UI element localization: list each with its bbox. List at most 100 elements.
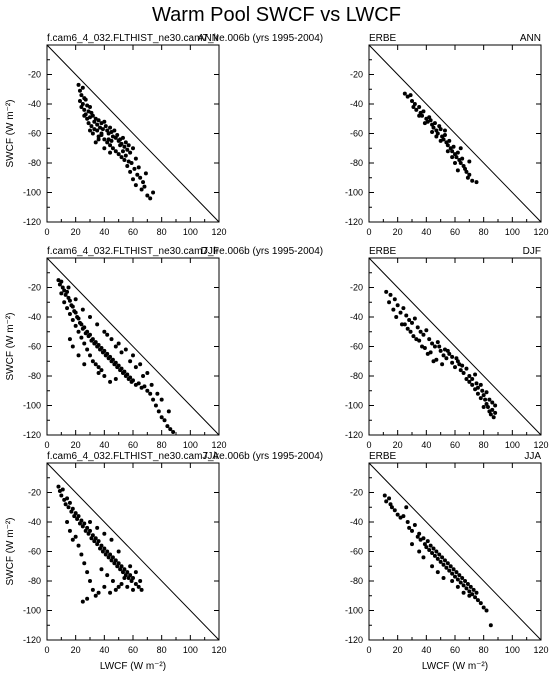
data-point <box>123 153 128 158</box>
reference-line <box>46 462 220 641</box>
data-point <box>162 418 167 423</box>
data-point <box>384 289 389 294</box>
data-point <box>464 376 469 381</box>
data-point <box>421 536 426 541</box>
data-point <box>488 412 493 417</box>
data-point <box>401 514 406 519</box>
y-tick-label: -20 <box>28 488 41 498</box>
data-point <box>392 508 397 513</box>
data-point <box>131 378 135 383</box>
data-point <box>421 555 426 560</box>
data-point <box>133 581 138 586</box>
data-point <box>460 156 465 161</box>
data-point <box>430 130 435 135</box>
data-point <box>116 152 121 157</box>
data-point <box>424 328 429 333</box>
data-point <box>118 143 123 148</box>
panel-label-right: ANN <box>198 33 219 44</box>
data-point <box>76 514 81 519</box>
data-point <box>483 397 488 402</box>
data-point <box>88 332 92 337</box>
data-point <box>79 104 84 109</box>
data-point <box>113 344 118 349</box>
data-point <box>116 341 121 346</box>
y-tick-label: -60 <box>28 129 41 139</box>
y-tick-label: -20 <box>28 283 41 293</box>
data-point <box>445 561 450 566</box>
data-point <box>65 496 70 501</box>
data-point <box>402 91 407 96</box>
data-point <box>453 365 457 370</box>
data-point <box>431 546 436 551</box>
panel-label-left: f.cam6_4_032.FLTHIST_ne30.cam7_lre.006b … <box>47 246 323 257</box>
data-point <box>471 587 476 592</box>
data-point <box>95 122 100 127</box>
data-point <box>113 360 118 365</box>
data-point <box>395 303 400 308</box>
data-point <box>131 353 135 358</box>
data-point <box>100 127 105 132</box>
data-point <box>122 567 127 572</box>
data-point <box>473 387 478 392</box>
data-point <box>76 353 81 358</box>
x-tick-label: 40 <box>421 227 431 237</box>
data-point <box>145 371 150 376</box>
data-point <box>440 362 445 367</box>
data-point <box>159 397 164 402</box>
data-point <box>108 379 113 384</box>
data-point <box>415 325 420 330</box>
data-point <box>387 496 392 501</box>
x-tick-label: 120 <box>211 227 226 237</box>
data-point <box>411 104 416 109</box>
data-point <box>122 144 127 149</box>
data-point <box>93 593 98 598</box>
data-point <box>481 404 486 409</box>
data-point <box>79 552 84 557</box>
x-tick-label: 60 <box>128 227 138 237</box>
data-point <box>96 539 101 544</box>
data-point <box>128 359 133 364</box>
data-point <box>435 556 440 561</box>
data-point <box>90 359 95 364</box>
x-tick-label: 100 <box>505 645 520 655</box>
data-point <box>88 104 92 109</box>
data-point <box>453 574 457 579</box>
y-axis-label: SWCF (W m⁻²) <box>5 312 16 380</box>
data-point <box>441 562 446 567</box>
data-point <box>453 161 457 165</box>
x-axis-label: LWCF (W m⁻²) <box>422 661 488 672</box>
data-point <box>447 568 452 573</box>
data-point <box>458 161 463 165</box>
y-tick-label: -100 <box>23 401 41 411</box>
data-point <box>95 525 100 530</box>
data-point <box>455 150 460 155</box>
data-point <box>139 587 144 592</box>
data-point <box>455 584 460 589</box>
data-point <box>145 193 150 198</box>
data-point <box>392 297 397 302</box>
data-point <box>89 124 94 129</box>
data-point <box>445 143 450 148</box>
y-tick-label: -40 <box>350 312 363 322</box>
data-point <box>123 347 128 352</box>
panel-label-left: f.cam6_4_032.FLTHIST_ne30.cam7_lre.006b … <box>47 33 323 44</box>
x-tick-label: 120 <box>533 227 548 237</box>
data-point <box>417 104 422 109</box>
data-point <box>109 537 114 542</box>
data-point <box>454 356 459 361</box>
data-point <box>474 180 479 185</box>
data-point <box>470 376 475 381</box>
data-point <box>430 550 435 555</box>
data-point <box>80 85 85 90</box>
data-point <box>418 329 423 334</box>
data-point <box>102 137 107 142</box>
data-point <box>388 292 393 297</box>
data-point <box>408 93 413 98</box>
data-point <box>59 279 64 284</box>
data-point <box>88 128 92 133</box>
data-point <box>421 109 426 114</box>
data-point <box>119 155 124 160</box>
x-tick-label: 100 <box>183 645 198 655</box>
y-tick-label: -100 <box>345 606 363 616</box>
data-point <box>457 362 462 367</box>
